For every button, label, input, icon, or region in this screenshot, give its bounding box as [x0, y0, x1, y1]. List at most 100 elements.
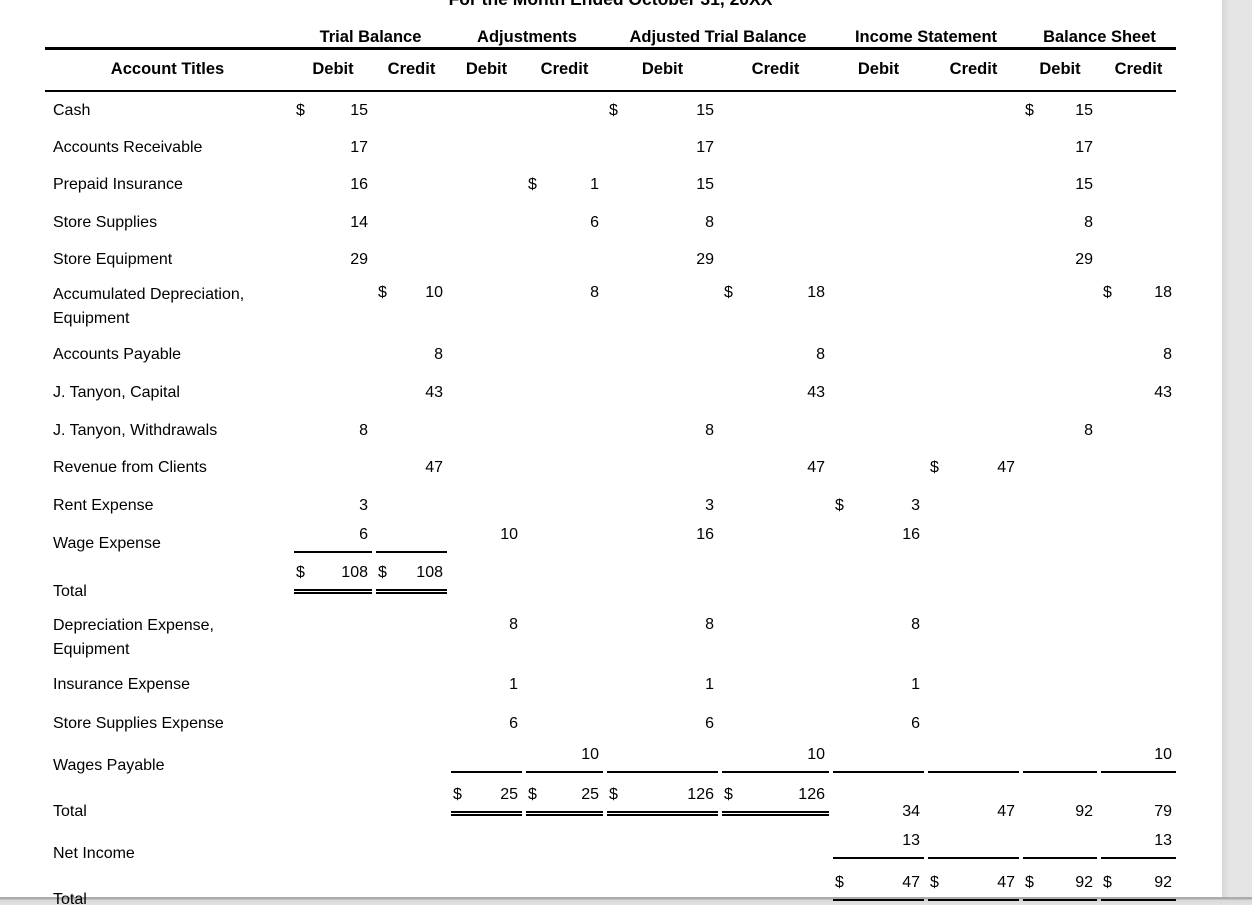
amount-value: 8: [434, 346, 443, 363]
cell-adj-credit: 6: [526, 204, 603, 241]
cell-atb-debit: [607, 562, 718, 610]
account-title: Store Supplies: [53, 213, 158, 231]
dollar-sign: $: [1025, 874, 1034, 891]
cell-atb-credit: 43: [722, 374, 829, 412]
cell-is-debit: 8: [833, 610, 924, 666]
amount: 16: [607, 526, 718, 544]
cell-adj-credit: [526, 129, 603, 166]
cell-adj-credit: [526, 524, 603, 562]
table-row: Accounts Payable 8 8 8: [45, 336, 1176, 374]
cell-bs-credit: [1101, 666, 1176, 704]
table-row: Store Supplies Expense 6 6 6: [45, 704, 1176, 744]
account-title: Revenue from Clients: [53, 459, 207, 476]
cell-atb-credit: [722, 830, 829, 872]
amount: $108: [294, 564, 372, 594]
cell-adj-debit: [451, 374, 522, 412]
amount-value: 16: [350, 176, 368, 193]
table-row: Wages Payable 10 10 10: [45, 744, 1176, 784]
cell-tb-credit: [376, 872, 447, 905]
account-title: Wages Payable: [53, 757, 165, 774]
cell-atb-debit: [607, 336, 718, 374]
amount-value: 8: [1084, 421, 1093, 439]
cell-bs-credit: [1101, 487, 1176, 524]
cell-bs-debit: $15: [1023, 92, 1097, 129]
amount-value: 8: [705, 616, 714, 633]
cell-atb-debit: $126: [607, 784, 718, 830]
cell-adj-credit: [526, 412, 603, 449]
cell-bs-credit: [1101, 610, 1176, 666]
table-row: Store Supplies 14 6 8 8: [45, 204, 1176, 241]
cell-is-debit: [833, 204, 924, 241]
amount-value: 8: [359, 421, 368, 439]
cell-is-credit: [928, 92, 1019, 129]
dollar-sign: $: [1025, 101, 1034, 119]
dollar-sign: $: [296, 101, 305, 119]
cell-bs-credit: [1101, 129, 1176, 166]
amount: 8: [1101, 346, 1176, 364]
cell-bs-debit: 15: [1023, 166, 1097, 204]
cell-is-credit: $47: [928, 872, 1019, 905]
cell-is-debit: 34: [833, 784, 924, 830]
col-header-atb-debit: Debit: [641, 60, 684, 78]
dollar-sign: $: [528, 176, 537, 193]
amount: $47: [833, 874, 924, 901]
cell-adj-debit: [451, 449, 522, 487]
amount: 8: [607, 616, 718, 634]
dollar-sign: $: [930, 874, 939, 891]
cell-adj-credit: [526, 487, 603, 524]
cell-is-debit: [833, 336, 924, 374]
cell-bs-debit: 8: [1023, 412, 1097, 449]
cell-adj-credit: [526, 830, 603, 872]
cell-tb-debit: 29: [294, 241, 372, 278]
cell-tb-debit: [294, 336, 372, 374]
cell-tb-credit: [376, 744, 447, 784]
amount: $25: [451, 786, 522, 816]
amount-value: 16: [696, 526, 714, 543]
amount-value: 15: [1075, 101, 1093, 119]
page-title: For the Month Ended October 31, 20XX: [45, 0, 1176, 8]
cell-adj-credit: 10: [526, 744, 603, 784]
amount-value: 43: [1154, 384, 1172, 401]
account-title: Net Income: [53, 845, 135, 862]
amount-value: 13: [1154, 832, 1172, 849]
table-row: Wage Expense 6 10 16 16: [45, 524, 1176, 562]
amount: 6: [526, 214, 603, 232]
group-header-adjusted-trial-balance: Adjusted Trial Balance: [629, 28, 807, 46]
cell-is-debit: [833, 241, 924, 278]
col-header-adj-debit: Debit: [465, 60, 508, 78]
cell-is-debit: [833, 166, 924, 204]
cell-bs-credit: [1101, 412, 1176, 449]
amount: 8: [833, 616, 924, 634]
dollar-sign: $: [453, 786, 462, 803]
cell-adj-credit: $25: [526, 784, 603, 830]
amount: 29: [607, 251, 718, 269]
cell-bs-debit: 29: [1023, 241, 1097, 278]
amount-value: 15: [696, 176, 714, 193]
cell-is-credit: [928, 830, 1019, 872]
amount: 43: [1101, 384, 1176, 402]
account-title: Store Equipment: [53, 250, 173, 268]
group-header-balance-sheet: Balance Sheet: [1043, 28, 1156, 46]
cell-adj-credit: [526, 562, 603, 610]
cell-is-debit: [833, 129, 924, 166]
amount: $47: [928, 459, 1019, 477]
cell-is-credit: [928, 336, 1019, 374]
account-title: Rent Expense: [53, 496, 154, 514]
cell-tb-credit: $108: [376, 562, 447, 610]
cell-tb-credit: 8: [376, 336, 447, 374]
cell-tb-credit: [376, 241, 447, 278]
cell-is-credit: [928, 129, 1019, 166]
cell-atb-debit: 8: [607, 610, 718, 666]
amount: 8: [1023, 214, 1097, 232]
cell-adj-credit: [526, 666, 603, 704]
cell-adj-debit: [451, 412, 522, 449]
amount-value: 92: [1075, 874, 1093, 891]
amount-value: 92: [1154, 874, 1172, 891]
cell-atb-debit: 17: [607, 129, 718, 166]
cell-is-debit: $47: [833, 872, 924, 905]
amount-value: 126: [687, 786, 714, 803]
amount: 47: [928, 803, 1019, 830]
cell-tb-credit: [376, 487, 447, 524]
amount: 8: [607, 214, 718, 232]
